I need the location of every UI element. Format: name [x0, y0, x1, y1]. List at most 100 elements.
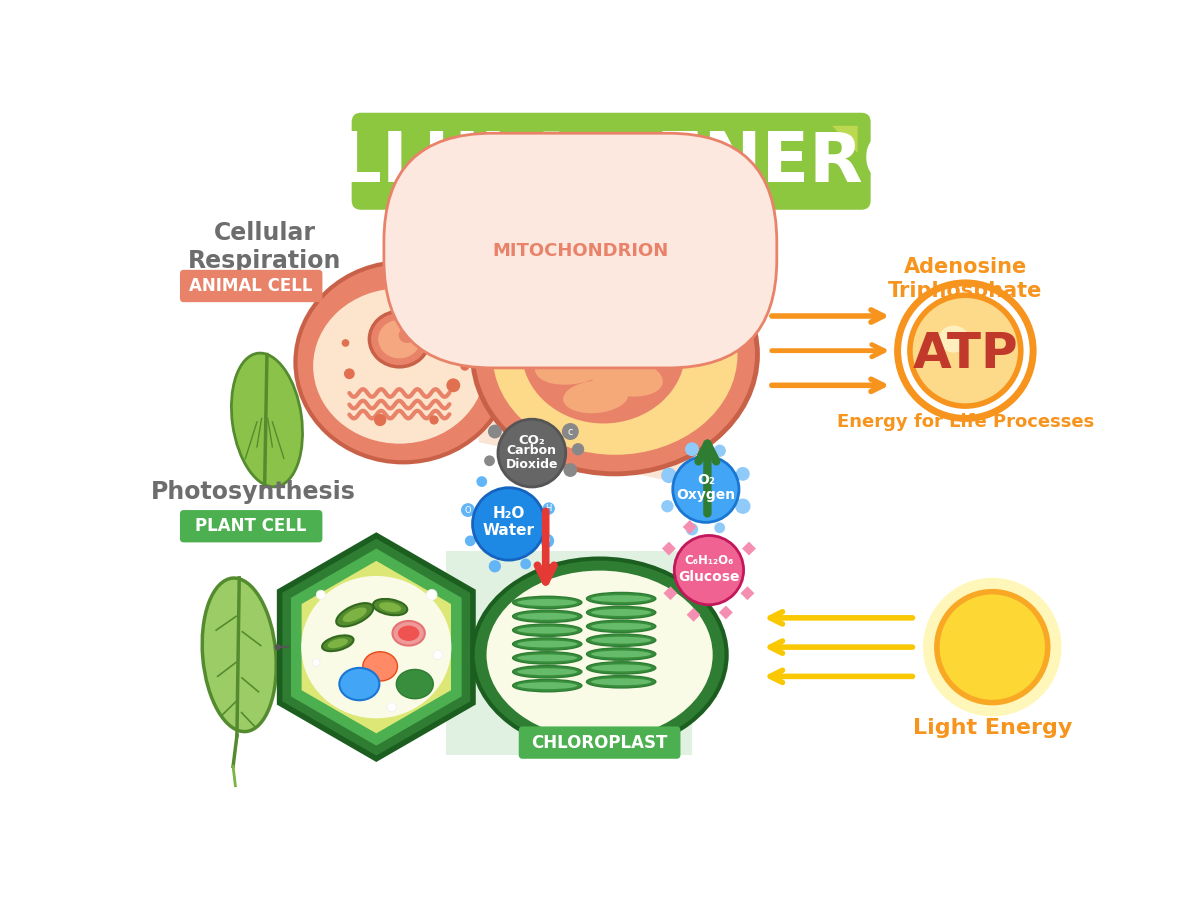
Text: C₆H₁₂O₆: C₆H₁₂O₆: [684, 554, 733, 568]
Ellipse shape: [373, 599, 407, 615]
Ellipse shape: [587, 593, 656, 605]
Text: CHLOROPLAST: CHLOROPLAST: [532, 733, 667, 751]
Circle shape: [685, 442, 698, 456]
Polygon shape: [719, 605, 733, 619]
Ellipse shape: [542, 328, 595, 359]
Ellipse shape: [512, 651, 582, 664]
Polygon shape: [280, 535, 473, 759]
Circle shape: [488, 424, 502, 439]
Circle shape: [910, 296, 1021, 406]
Ellipse shape: [398, 328, 415, 343]
Circle shape: [388, 703, 396, 712]
Ellipse shape: [392, 621, 425, 646]
Text: CELLULAR ENERGY: CELLULAR ENERGY: [239, 129, 968, 196]
Text: O: O: [464, 505, 472, 514]
Ellipse shape: [378, 320, 420, 359]
Text: ANIMAL CELL: ANIMAL CELL: [190, 277, 313, 295]
Ellipse shape: [517, 613, 577, 620]
Polygon shape: [686, 608, 701, 622]
Circle shape: [542, 503, 554, 514]
Ellipse shape: [486, 570, 713, 739]
Ellipse shape: [592, 664, 652, 671]
Ellipse shape: [396, 669, 433, 698]
Text: O: O: [544, 536, 551, 545]
Text: Water: Water: [482, 523, 535, 538]
Ellipse shape: [517, 654, 577, 661]
Text: Carbon
Dioxide: Carbon Dioxide: [505, 444, 558, 471]
Circle shape: [461, 361, 469, 370]
Ellipse shape: [295, 262, 511, 462]
Ellipse shape: [517, 599, 577, 606]
Ellipse shape: [592, 609, 652, 616]
Ellipse shape: [473, 235, 757, 474]
Text: ATP: ATP: [912, 330, 1018, 378]
Text: Light Energy: Light Energy: [913, 718, 1072, 738]
Polygon shape: [662, 542, 676, 556]
Polygon shape: [832, 126, 858, 153]
Ellipse shape: [370, 312, 430, 367]
Polygon shape: [742, 542, 756, 556]
Circle shape: [674, 535, 744, 605]
Circle shape: [374, 414, 386, 426]
Text: CO₂: CO₂: [518, 434, 545, 447]
Ellipse shape: [512, 638, 582, 651]
Text: c: c: [568, 426, 574, 436]
Text: Energy for Life Processes: Energy for Life Processes: [836, 413, 1094, 431]
Polygon shape: [664, 587, 677, 600]
Ellipse shape: [473, 559, 727, 751]
Circle shape: [426, 589, 437, 600]
Ellipse shape: [592, 678, 652, 686]
Text: Glucose: Glucose: [678, 570, 739, 584]
Ellipse shape: [587, 634, 656, 646]
Circle shape: [317, 590, 325, 599]
Circle shape: [736, 467, 750, 481]
Circle shape: [521, 559, 532, 569]
Ellipse shape: [343, 607, 367, 622]
Text: O₂: O₂: [697, 473, 715, 487]
Circle shape: [923, 578, 1062, 716]
Ellipse shape: [517, 641, 577, 648]
Text: Cellular
Respiration: Cellular Respiration: [188, 221, 341, 273]
Circle shape: [562, 423, 578, 440]
Ellipse shape: [517, 669, 577, 675]
Ellipse shape: [436, 336, 456, 350]
Ellipse shape: [592, 637, 652, 643]
Circle shape: [473, 487, 545, 560]
Text: Adenosine
Triphosphate: Adenosine Triphosphate: [888, 257, 1043, 302]
Circle shape: [661, 468, 677, 483]
Ellipse shape: [336, 603, 373, 626]
Circle shape: [736, 498, 750, 514]
FancyBboxPatch shape: [180, 510, 323, 542]
Circle shape: [540, 534, 554, 548]
Ellipse shape: [587, 606, 656, 619]
Ellipse shape: [517, 627, 577, 633]
FancyBboxPatch shape: [518, 726, 680, 759]
Ellipse shape: [938, 325, 970, 352]
Circle shape: [498, 419, 565, 487]
Ellipse shape: [313, 288, 486, 443]
FancyBboxPatch shape: [180, 269, 323, 302]
Ellipse shape: [512, 679, 582, 692]
Polygon shape: [290, 549, 462, 746]
Circle shape: [714, 523, 725, 533]
Ellipse shape: [522, 278, 685, 423]
Ellipse shape: [512, 624, 582, 636]
Circle shape: [430, 415, 439, 424]
Ellipse shape: [587, 661, 656, 674]
Ellipse shape: [512, 666, 582, 678]
Ellipse shape: [492, 254, 738, 455]
Circle shape: [446, 378, 461, 392]
Text: PLANT CELL: PLANT CELL: [196, 517, 307, 535]
Ellipse shape: [592, 651, 652, 658]
Ellipse shape: [512, 610, 582, 623]
Circle shape: [488, 560, 502, 572]
Ellipse shape: [587, 676, 656, 688]
Ellipse shape: [328, 639, 348, 648]
Ellipse shape: [563, 380, 629, 414]
Text: H: H: [546, 504, 552, 513]
Polygon shape: [740, 587, 755, 600]
Ellipse shape: [362, 651, 397, 681]
Polygon shape: [832, 126, 858, 153]
Ellipse shape: [398, 625, 420, 641]
Circle shape: [564, 463, 577, 477]
